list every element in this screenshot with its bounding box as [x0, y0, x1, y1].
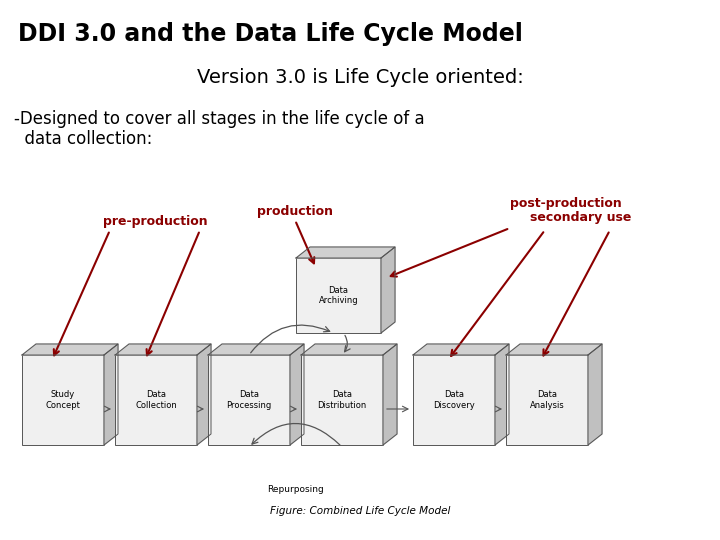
Text: production: production — [257, 205, 333, 218]
Text: post-production: post-production — [510, 197, 622, 210]
Text: DDI 3.0 and the Data Life Cycle Model: DDI 3.0 and the Data Life Cycle Model — [18, 22, 523, 46]
Text: Data
Archiving: Data Archiving — [319, 286, 359, 305]
Text: secondary use: secondary use — [530, 211, 631, 224]
Polygon shape — [296, 247, 395, 258]
Text: Figure: Combined Life Cycle Model: Figure: Combined Life Cycle Model — [270, 506, 450, 516]
Text: pre-production: pre-production — [103, 215, 207, 228]
Polygon shape — [290, 344, 304, 445]
Polygon shape — [413, 344, 509, 355]
Polygon shape — [197, 344, 211, 445]
Bar — [22, 355, 104, 445]
Text: data collection:: data collection: — [14, 130, 153, 148]
Text: Data
Analysis: Data Analysis — [530, 390, 564, 410]
Bar — [296, 258, 381, 333]
Bar — [208, 355, 290, 445]
Polygon shape — [22, 344, 118, 355]
Polygon shape — [115, 344, 211, 355]
Text: Version 3.0 is Life Cycle oriented:: Version 3.0 is Life Cycle oriented: — [197, 68, 523, 87]
Text: Data
Distribution: Data Distribution — [318, 390, 366, 410]
Text: Data
Discovery: Data Discovery — [433, 390, 475, 410]
Text: Data
Processing: Data Processing — [226, 390, 271, 410]
Polygon shape — [104, 344, 118, 445]
Polygon shape — [506, 344, 602, 355]
Bar — [506, 355, 588, 445]
Bar — [115, 355, 197, 445]
Polygon shape — [301, 344, 397, 355]
Text: Data
Collection: Data Collection — [135, 390, 177, 410]
Text: Repurposing: Repurposing — [267, 485, 324, 494]
Polygon shape — [381, 247, 395, 333]
Bar — [413, 355, 495, 445]
Polygon shape — [208, 344, 304, 355]
Text: -Designed to cover all stages in the life cycle of a: -Designed to cover all stages in the lif… — [14, 110, 425, 128]
Bar — [301, 355, 383, 445]
Polygon shape — [495, 344, 509, 445]
Polygon shape — [383, 344, 397, 445]
Polygon shape — [588, 344, 602, 445]
Text: Study
Concept: Study Concept — [45, 390, 81, 410]
